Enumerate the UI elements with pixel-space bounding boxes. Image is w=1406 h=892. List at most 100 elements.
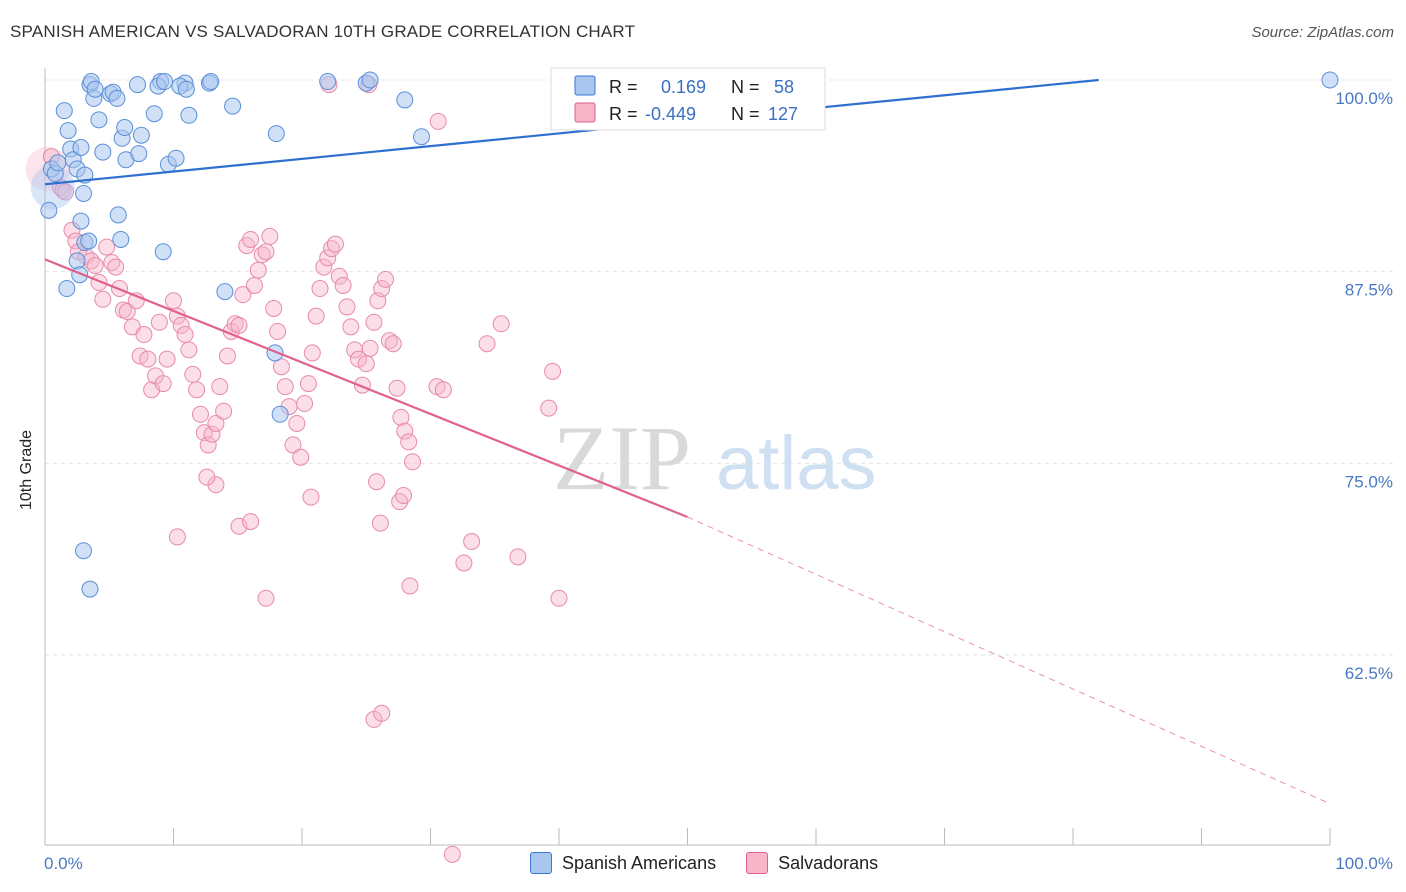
data-point <box>75 542 93 560</box>
data-point <box>40 201 58 219</box>
data-point <box>109 206 127 224</box>
data-point <box>249 261 267 279</box>
data-point <box>184 365 202 383</box>
data-point <box>211 378 229 396</box>
data-point <box>401 577 419 595</box>
data-point <box>180 341 198 359</box>
data-point <box>292 448 310 466</box>
x-tick-label-1: 100.0% <box>1335 854 1393 873</box>
legend-r-label-1: R = <box>609 77 638 97</box>
chart-title: SPANISH AMERICAN VS SALVADORAN 10TH GRAD… <box>10 22 636 41</box>
legend-frame <box>550 67 826 131</box>
data-point <box>302 488 320 506</box>
legend-item-spanish-americans[interactable]: Spanish Americans <box>530 852 716 874</box>
data-point <box>373 704 391 722</box>
bottom-legend: Spanish Americans Salvadorans <box>530 852 878 874</box>
data-point <box>72 212 90 230</box>
data-point <box>267 125 285 143</box>
legend-label-salvadorans: Salvadorans <box>778 852 879 873</box>
data-point <box>198 468 216 486</box>
legend-swatch-salvadorans <box>746 852 769 874</box>
data-point <box>86 257 104 275</box>
data-point <box>191 405 209 423</box>
trend-lines <box>44 78 1331 805</box>
data-point <box>284 436 302 454</box>
data-point <box>261 227 279 245</box>
data-point <box>319 73 337 91</box>
gridlines <box>45 79 1393 656</box>
data-point <box>361 339 379 357</box>
data-point <box>377 270 395 288</box>
data-point <box>188 381 206 399</box>
y-tick-label-2: 75.0% <box>1345 472 1393 491</box>
data-point <box>129 76 147 94</box>
data-point <box>326 235 344 253</box>
trend-line-1 <box>44 258 688 519</box>
data-point <box>396 91 414 109</box>
data-point <box>388 379 406 397</box>
data-point <box>463 533 481 551</box>
data-point <box>49 154 67 172</box>
data-point <box>392 408 410 426</box>
data-point <box>224 97 242 115</box>
legend-swatch-blue <box>574 75 596 96</box>
data-point <box>315 258 333 276</box>
watermark-zip: ZIP <box>553 407 691 509</box>
data-point <box>154 243 172 261</box>
data-point <box>257 243 275 261</box>
trend-extension-1 <box>687 516 1331 805</box>
data-point <box>429 112 447 130</box>
legend-swatch-pink <box>574 102 596 123</box>
data-point <box>154 375 172 393</box>
data-point <box>257 589 275 607</box>
data-point <box>203 425 221 443</box>
data-point <box>307 307 325 325</box>
legend-n-value-2: 127 <box>768 104 798 124</box>
watermark-atlas: atlas <box>716 421 877 506</box>
data-point <box>156 73 174 91</box>
data-point <box>443 845 461 863</box>
data-point <box>1321 71 1339 89</box>
axes <box>44 68 1331 846</box>
data-point <box>167 149 185 167</box>
data-point <box>107 258 125 276</box>
data-point <box>478 335 496 353</box>
data-point <box>544 362 562 380</box>
data-point <box>384 335 402 353</box>
data-point <box>404 453 422 471</box>
data-point <box>245 276 263 294</box>
data-point <box>98 238 116 256</box>
spanish-americans-points <box>30 71 1339 598</box>
data-point <box>177 80 195 98</box>
legend-swatch-spanish-americans <box>530 852 552 874</box>
data-point <box>112 230 130 248</box>
data-point <box>509 548 527 566</box>
data-point <box>373 280 391 298</box>
data-point <box>242 230 260 248</box>
data-point <box>86 80 104 98</box>
data-point <box>108 89 126 107</box>
data-point <box>455 554 473 572</box>
data-point <box>550 589 568 607</box>
data-point <box>94 143 112 161</box>
watermark: ZIP atlas <box>553 407 877 509</box>
data-point <box>94 290 112 308</box>
data-point <box>158 350 176 368</box>
data-point <box>207 414 225 432</box>
y-tick-label-1: 87.5% <box>1345 281 1393 300</box>
data-point <box>215 402 233 420</box>
data-point <box>230 316 248 334</box>
legend-r-value-1: 0.169 <box>661 77 706 97</box>
data-point <box>199 436 217 454</box>
data-point <box>75 184 93 202</box>
data-point <box>311 280 329 298</box>
data-point <box>57 183 75 201</box>
data-point <box>81 580 99 598</box>
data-point <box>130 145 148 163</box>
legend-item-salvadorans[interactable]: Salvadorans <box>746 852 878 874</box>
data-point <box>342 318 360 336</box>
y-tick-label-3: 62.5% <box>1345 664 1393 683</box>
legend-n-value-1: 58 <box>774 77 794 97</box>
data-point <box>396 422 414 440</box>
trend-line-0 <box>44 78 1099 186</box>
